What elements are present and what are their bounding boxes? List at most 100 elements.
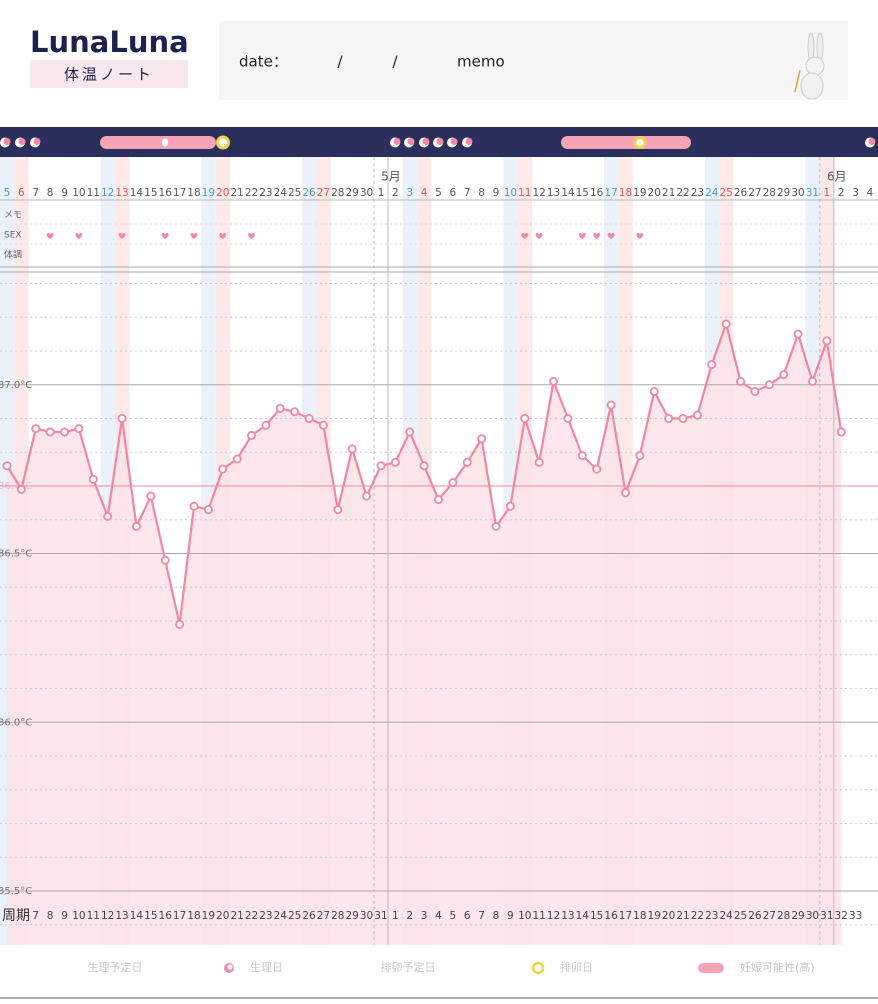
date-label: 23 [691, 187, 704, 199]
cycle-day-label: 13 [115, 910, 128, 922]
date-label: 10 [504, 187, 517, 199]
heart [578, 232, 586, 239]
fertile-bar [561, 136, 691, 149]
heart [75, 232, 83, 239]
date-label: 2 [392, 187, 399, 199]
date-label: 16 [590, 187, 604, 199]
heart [190, 232, 198, 239]
date-label: 22 [245, 187, 258, 199]
date-label: 18 [619, 187, 632, 199]
cycle-day-label: 16 [159, 910, 173, 922]
date-label: 13 [115, 187, 128, 199]
heart [219, 232, 227, 239]
month-label: 6月 [827, 170, 847, 184]
temperature-point [736, 376, 746, 386]
subtitle: 体温ノート [64, 66, 154, 84]
period-day-shade [465, 138, 473, 145]
cycle-day-label: 16 [604, 910, 618, 922]
date-label: 1 [823, 187, 830, 199]
temperature-point [203, 505, 213, 515]
cycle-day-label: 20 [662, 910, 675, 922]
date-label: 4 [421, 187, 428, 199]
date-label: 20 [216, 187, 229, 199]
date-label: 28 [763, 187, 776, 199]
date-label: 23 [259, 187, 272, 199]
date-label: 13 [547, 187, 560, 199]
date-label: 27 [317, 187, 330, 199]
temperature-point [836, 427, 846, 437]
cycle-day-label: 10 [518, 910, 531, 922]
cycle-day-label: 31 [820, 910, 833, 922]
legend-label: 生理日 [250, 960, 283, 974]
cycle-day-label: 10 [72, 910, 85, 922]
cycle-day-label: 31 [374, 910, 387, 922]
cycle-day-label: 11 [87, 910, 100, 922]
date-label: 8 [478, 187, 485, 199]
cycle-day-label: 19 [648, 910, 661, 922]
date-label: 5 [4, 187, 11, 199]
date-label: 9 [61, 187, 68, 199]
cycle-day-label: 6 [464, 910, 471, 922]
temperature-point [505, 501, 515, 511]
cycle-day-label: 23 [705, 910, 718, 922]
date-label: 26 [734, 187, 748, 199]
cycle-day-label: 18 [187, 910, 200, 922]
cycle-day-label: 11 [532, 910, 545, 922]
cycle-day-label: 26 [748, 910, 762, 922]
date-label: 22 [676, 187, 689, 199]
date-label: 6 [450, 187, 457, 199]
temperature-point [146, 491, 156, 501]
temperature-point [520, 413, 530, 423]
temperature-point [534, 457, 544, 467]
temperature-point [362, 491, 372, 501]
temperature-point [433, 494, 443, 504]
subtitle-box [30, 60, 188, 88]
period-day-shade [18, 138, 26, 145]
date-label: 15 [576, 187, 589, 199]
row-label: 体調 [4, 249, 22, 261]
date-box [219, 21, 848, 100]
date-label: 21 [230, 187, 243, 199]
temperature-point [318, 420, 328, 430]
temperature-point [31, 424, 41, 434]
legend-icon [531, 961, 545, 975]
period-day-shade [33, 138, 41, 145]
temperature-point [822, 336, 832, 346]
date-label: 14 [130, 187, 144, 199]
cycle-day-label: 8 [493, 910, 500, 922]
cycle-day-label: 28 [777, 910, 790, 922]
period-day-shade [422, 138, 430, 145]
date-label: 31 [806, 187, 819, 199]
row-label: メモ [4, 211, 22, 221]
temperature-point [117, 413, 127, 423]
period-day-shade [393, 138, 401, 145]
date-label: 24 [705, 187, 719, 199]
temperature-point [60, 427, 70, 437]
temperature-point [45, 427, 55, 437]
temperature-point [290, 407, 300, 417]
date-label: 17 [173, 187, 186, 199]
memo-label: memo [457, 53, 505, 71]
y-tick-label: 35.5°C [0, 886, 32, 897]
cycle-day-label: 12 [101, 910, 114, 922]
cycle-day-label: 20 [216, 910, 229, 922]
date-label: 7 [464, 187, 471, 199]
date-label: 19 [633, 187, 646, 199]
date-label: 26 [302, 187, 316, 199]
temperature-point [807, 376, 817, 386]
cycle-day-label: 4 [435, 910, 442, 922]
date-label: 29 [777, 187, 790, 199]
cycle-day-label: 28 [331, 910, 344, 922]
temperature-point [549, 376, 559, 386]
legend-label: 排卵日 [560, 960, 593, 974]
temperature-point [189, 501, 199, 511]
cycle-day-label: 14 [576, 910, 590, 922]
temperature-point [462, 457, 472, 467]
cycle-day-label: 26 [302, 910, 316, 922]
cycle-day-label: 7 [32, 910, 39, 922]
date-label: 29 [346, 187, 359, 199]
date-label: 10 [72, 187, 85, 199]
cycle-day-label: 27 [317, 910, 330, 922]
cycle-day-label: 32 [835, 910, 848, 922]
cycle-day-label: 24 [719, 910, 733, 922]
